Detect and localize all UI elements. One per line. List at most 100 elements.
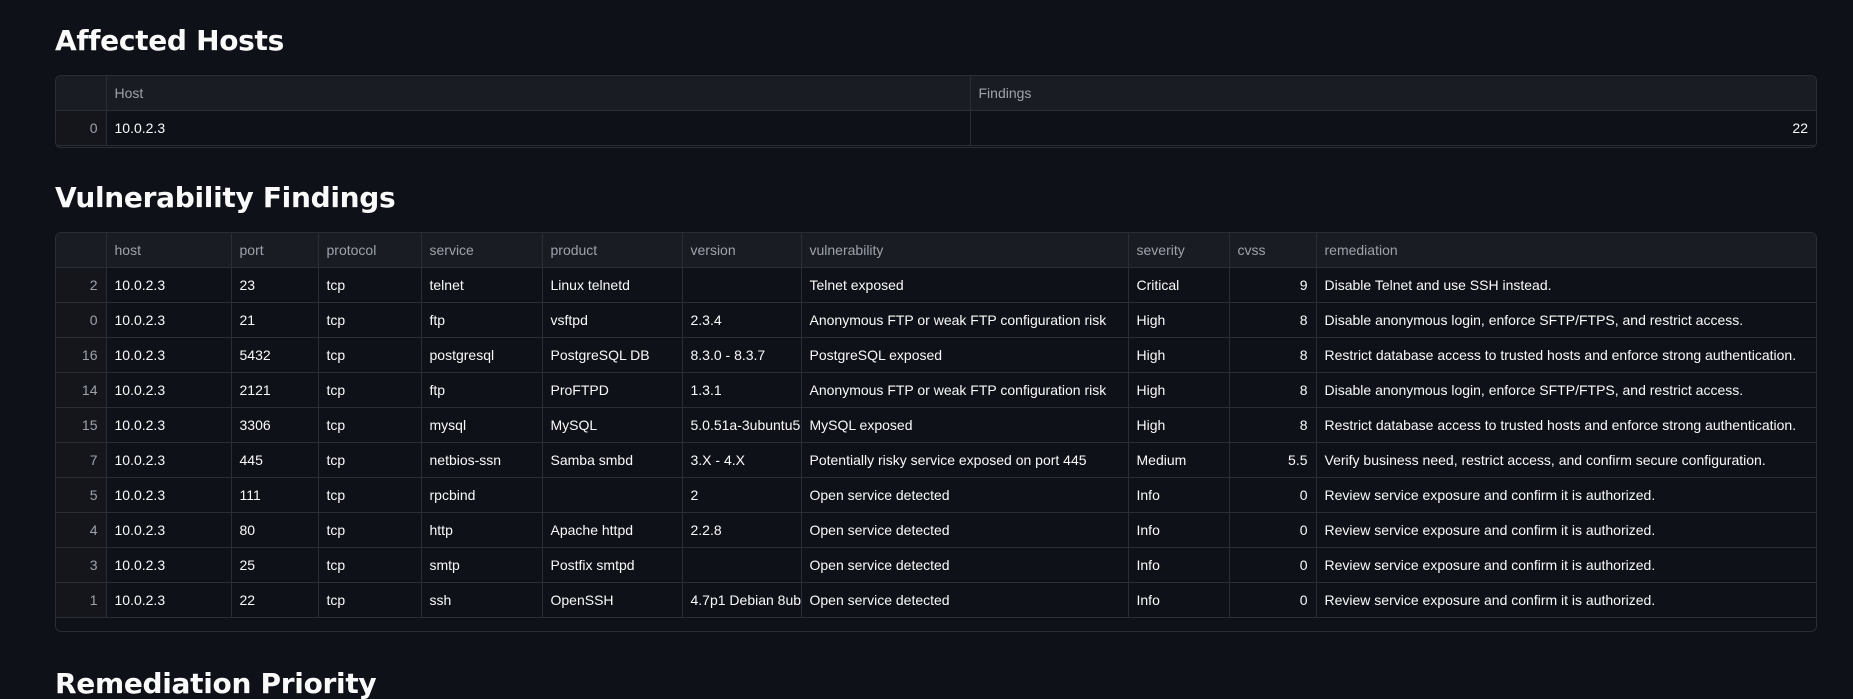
version-cell[interactable]: 3.X - 4.X — [682, 442, 802, 478]
severity-cell[interactable]: Info — [1128, 582, 1230, 618]
remediation-cell[interactable]: Verify business need, restrict access, a… — [1316, 442, 1816, 478]
protocol-cell[interactable]: tcp — [318, 302, 422, 338]
port-cell[interactable]: 25 — [231, 547, 319, 583]
vulnerability-cell[interactable]: Open service detected — [801, 477, 1129, 513]
version-cell[interactable]: 8.3.0 - 8.3.7 — [682, 337, 802, 373]
host-cell[interactable]: 10.0.2.3 — [106, 110, 971, 146]
version-cell[interactable] — [682, 547, 802, 583]
host-cell[interactable]: 10.0.2.3 — [106, 407, 232, 443]
index-column-header[interactable] — [56, 233, 107, 268]
host-cell[interactable]: 10.0.2.3 — [106, 442, 232, 478]
vulnerability-cell[interactable]: Anonymous FTP or weak FTP configuration … — [801, 302, 1129, 338]
vulnerability-cell[interactable]: PostgreSQL exposed — [801, 337, 1129, 373]
host-cell[interactable]: 10.0.2.3 — [106, 512, 232, 548]
protocol-cell[interactable]: tcp — [318, 337, 422, 373]
vulnerability-cell[interactable]: Potentially risky service exposed on por… — [801, 442, 1129, 478]
remediation-column-header[interactable]: remediation — [1316, 233, 1816, 268]
affected-hosts-table[interactable]: Host Findings 0 10.0.2.3 22 — [55, 75, 1817, 148]
severity-cell[interactable]: Info — [1128, 512, 1230, 548]
table-row[interactable]: 4 10.0.2.3 80 tcp http Apache httpd 2.2.8 Open … — [56, 512, 1816, 548]
product-cell[interactable]: vsftpd — [542, 302, 683, 338]
host-cell[interactable]: 10.0.2.3 — [106, 372, 232, 408]
protocol-cell[interactable]: tcp — [318, 267, 422, 303]
port-cell[interactable]: 21 — [231, 302, 319, 338]
protocol-cell[interactable]: tcp — [318, 512, 422, 548]
service-cell[interactable]: postgresql — [421, 337, 543, 373]
service-cell[interactable]: telnet — [421, 267, 543, 303]
version-cell[interactable] — [682, 267, 802, 303]
port-column-header[interactable]: port — [231, 233, 319, 268]
cvss-cell[interactable]: 8 — [1229, 302, 1317, 338]
service-cell[interactable]: smtp — [421, 547, 543, 583]
severity-cell[interactable]: Medium — [1128, 442, 1230, 478]
product-cell[interactable]: Samba smbd — [542, 442, 683, 478]
table-row[interactable]: 1 10.0.2.3 22 tcp ssh OpenSSH 4.7p1 Debian 8ub… — [56, 582, 1816, 618]
vulnerability-cell[interactable]: MySQL exposed — [801, 407, 1129, 443]
severity-cell[interactable]: High — [1128, 372, 1230, 408]
index-column-header[interactable] — [56, 76, 107, 111]
version-cell[interactable]: 2.2.8 — [682, 512, 802, 548]
product-cell[interactable]: ProFTPD — [542, 372, 683, 408]
vulnerability-cell[interactable]: Open service detected — [801, 582, 1129, 618]
host-cell[interactable]: 10.0.2.3 — [106, 267, 232, 303]
severity-cell[interactable]: High — [1128, 407, 1230, 443]
version-cell[interactable]: 2 — [682, 477, 802, 513]
service-cell[interactable]: ssh — [421, 582, 543, 618]
cvss-cell[interactable]: 0 — [1229, 547, 1317, 583]
product-cell[interactable] — [542, 477, 683, 513]
vulnerability-findings-table[interactable]: host port protocol service product version vul… — [55, 232, 1817, 632]
table-row[interactable]: 0 10.0.2.3 22 — [56, 110, 1816, 146]
service-cell[interactable]: rpcbind — [421, 477, 543, 513]
service-cell[interactable]: mysql — [421, 407, 543, 443]
cvss-cell[interactable]: 8 — [1229, 407, 1317, 443]
host-cell[interactable]: 10.0.2.3 — [106, 337, 232, 373]
port-cell[interactable]: 5432 — [231, 337, 319, 373]
service-cell[interactable]: ftp — [421, 302, 543, 338]
port-cell[interactable]: 22 — [231, 582, 319, 618]
vulnerability-cell[interactable]: Anonymous FTP or weak FTP configuration … — [801, 372, 1129, 408]
findings-count-cell[interactable]: 22 — [970, 110, 1816, 146]
version-cell[interactable]: 4.7p1 Debian 8ubuntu1 — [682, 582, 802, 618]
protocol-cell[interactable]: tcp — [318, 547, 422, 583]
product-column-header[interactable]: product — [542, 233, 683, 268]
cvss-cell[interactable]: 0 — [1229, 477, 1317, 513]
severity-cell[interactable]: Info — [1128, 477, 1230, 513]
remediation-cell[interactable]: Review service exposure and confirm it i… — [1316, 477, 1816, 513]
protocol-cell[interactable]: tcp — [318, 442, 422, 478]
severity-column-header[interactable]: severity — [1128, 233, 1230, 268]
severity-cell[interactable]: High — [1128, 302, 1230, 338]
port-cell[interactable]: 445 — [231, 442, 319, 478]
cvss-cell[interactable]: 8 — [1229, 372, 1317, 408]
table-row[interactable]: 14 10.0.2.3 2121 tcp ftp ProFTPD 1.3.1 Anonymou… — [56, 372, 1816, 408]
severity-cell[interactable]: Info — [1128, 547, 1230, 583]
vulnerability-cell[interactable]: Open service detected — [801, 512, 1129, 548]
service-cell[interactable]: netbios-ssn — [421, 442, 543, 478]
host-cell[interactable]: 10.0.2.3 — [106, 477, 232, 513]
cvss-column-header[interactable]: cvss — [1229, 233, 1317, 268]
table-row[interactable]: 15 10.0.2.3 3306 tcp mysql MySQL 5.0.51a-3ubun… — [56, 407, 1816, 443]
host-cell[interactable]: 10.0.2.3 — [106, 547, 232, 583]
protocol-column-header[interactable]: protocol — [318, 233, 422, 268]
service-cell[interactable]: ftp — [421, 372, 543, 408]
cvss-cell[interactable]: 8 — [1229, 337, 1317, 373]
remediation-cell[interactable]: Restrict database access to trusted host… — [1316, 337, 1816, 373]
service-column-header[interactable]: service — [421, 233, 543, 268]
remediation-cell[interactable]: Disable Telnet and use SSH instead. — [1316, 267, 1816, 303]
vulnerability-cell[interactable]: Telnet exposed — [801, 267, 1129, 303]
table-row[interactable]: 3 10.0.2.3 25 tcp smtp Postfix smtpd Open serv… — [56, 547, 1816, 583]
vulnerability-cell[interactable]: Open service detected — [801, 547, 1129, 583]
remediation-cell[interactable]: Review service exposure and confirm it i… — [1316, 512, 1816, 548]
port-cell[interactable]: 3306 — [231, 407, 319, 443]
port-cell[interactable]: 111 — [231, 477, 319, 513]
severity-cell[interactable]: High — [1128, 337, 1230, 373]
table-row[interactable]: 5 10.0.2.3 111 tcp rpcbind 2 Open service dete… — [56, 477, 1816, 513]
remediation-cell[interactable]: Review service exposure and confirm it i… — [1316, 547, 1816, 583]
product-cell[interactable]: OpenSSH — [542, 582, 683, 618]
port-cell[interactable]: 23 — [231, 267, 319, 303]
cvss-cell[interactable]: 5.5 — [1229, 442, 1317, 478]
host-column-header[interactable]: Host — [106, 76, 971, 111]
product-cell[interactable]: Postfix smtpd — [542, 547, 683, 583]
port-cell[interactable]: 80 — [231, 512, 319, 548]
version-cell[interactable]: 5.0.51a-3ubuntu5 — [682, 407, 802, 443]
table-row[interactable]: 2 10.0.2.3 23 tcp telnet Linux telnetd Telnet … — [56, 267, 1816, 303]
